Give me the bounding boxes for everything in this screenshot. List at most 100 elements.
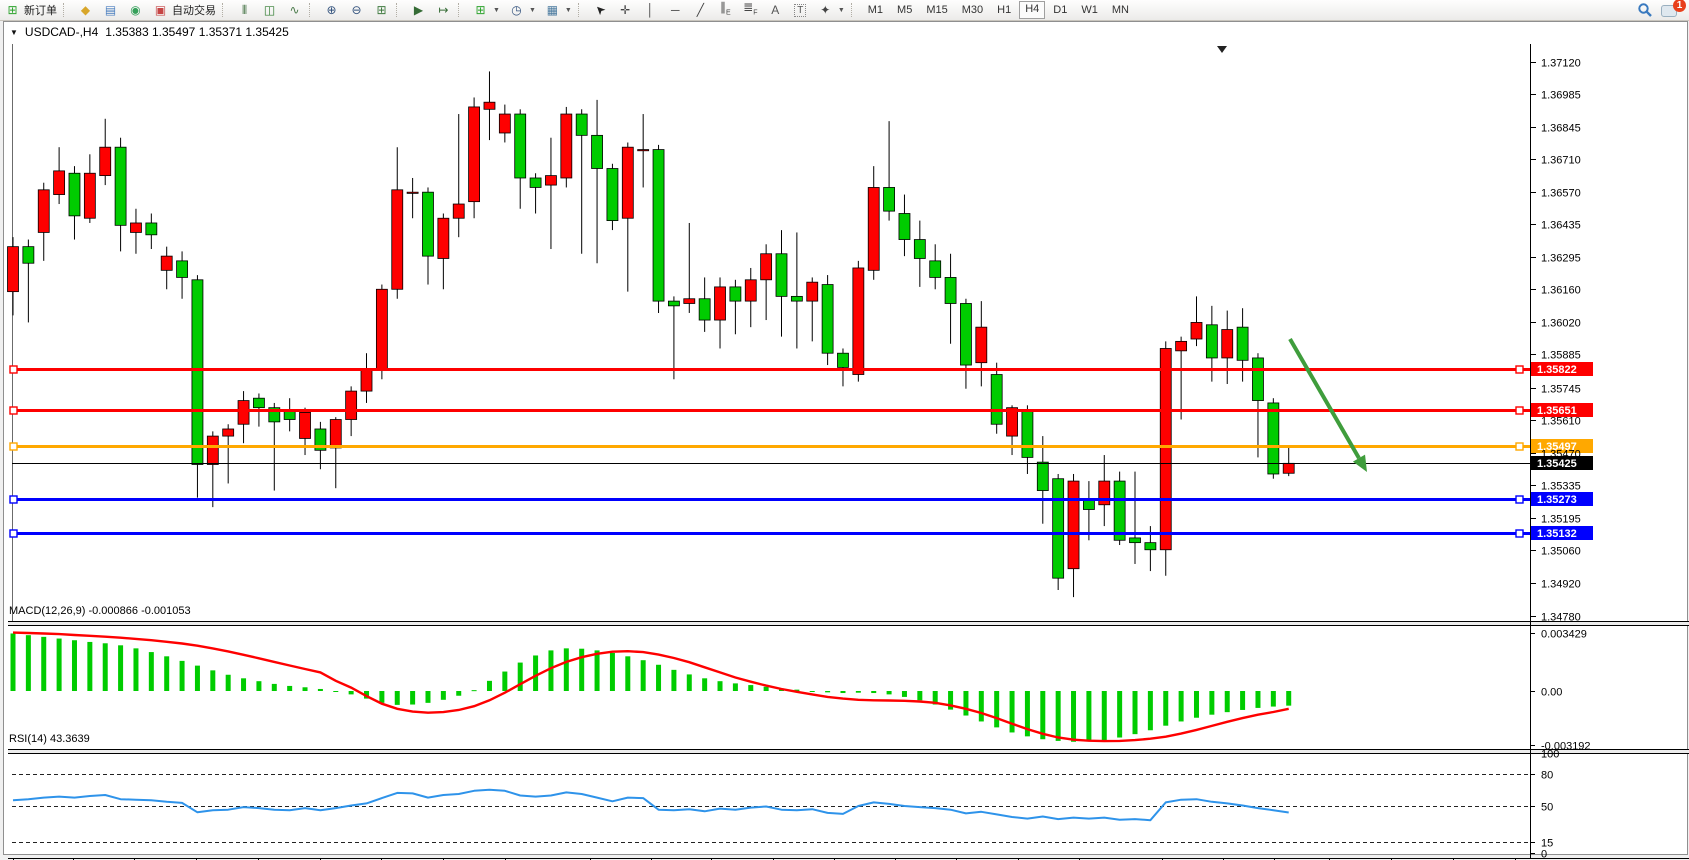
candle-up (161, 256, 172, 270)
candle-up (868, 187, 879, 270)
line-handle[interactable] (1516, 496, 1523, 503)
candle-up (1283, 463, 1294, 473)
timeframe-button-h4[interactable]: H4 (1019, 1, 1045, 19)
period-icon: ◷ (508, 2, 525, 18)
candle-up (469, 107, 480, 202)
macd-histogram-bar (994, 691, 999, 727)
channel-button[interactable]: ∥E (713, 1, 738, 19)
svg-text:1.36570: 1.36570 (1541, 188, 1581, 200)
line-handle[interactable] (10, 496, 17, 503)
line-handle[interactable] (1516, 366, 1523, 373)
candle-up (84, 173, 95, 218)
line-handle[interactable] (10, 443, 17, 450)
chevron-down-icon[interactable]: ▼ (10, 28, 18, 37)
history-center-button[interactable]: ◆ (73, 1, 98, 19)
timeframe-button-m1[interactable]: M1 (862, 2, 889, 18)
chat-icon[interactable]: 1 (1661, 3, 1679, 18)
zoom-in-button[interactable]: ⊕ (319, 1, 344, 19)
macd-histogram-bar (1071, 691, 1076, 742)
timeframe-button-h1[interactable]: H1 (991, 2, 1017, 18)
auto-scroll-icon: ↦ (435, 2, 452, 18)
macd-histogram-bar (671, 670, 676, 691)
crosshair-button[interactable]: ✛ (613, 1, 638, 19)
macd-signal-line (13, 633, 1289, 742)
line-handle[interactable] (1516, 443, 1523, 450)
line-handle[interactable] (10, 530, 17, 537)
period-button[interactable]: ◷▼ (504, 1, 540, 19)
text-label-button[interactable]: T (788, 1, 813, 19)
line-handle[interactable] (1516, 407, 1523, 414)
macd-histogram-bar (502, 672, 507, 691)
timeframe-button-m30[interactable]: M30 (956, 2, 989, 18)
bar-chart-icon: ⫴ (236, 2, 253, 18)
template-button[interactable]: ▦▼ (540, 1, 576, 19)
svg-text:1.35610: 1.35610 (1541, 416, 1581, 428)
tile-windows-button[interactable]: ⊞ (369, 1, 394, 19)
macd-histogram-bar (687, 674, 692, 691)
macd-histogram-bar (748, 685, 753, 691)
macd-histogram-bar (333, 691, 338, 692)
new-order-icon-label: 新订单 (24, 2, 57, 18)
auto-trading-button[interactable]: ▣自动交易 (148, 1, 220, 19)
macd-histogram-bar (518, 663, 523, 691)
candle-up (484, 102, 495, 109)
candle-down (1083, 500, 1094, 509)
candle-down (822, 285, 833, 354)
trend-arrow-annotation[interactable] (1290, 339, 1367, 472)
timeframe-button-m15[interactable]: M15 (920, 2, 953, 18)
macd-histogram-bar (871, 691, 876, 693)
search-icon[interactable] (1637, 2, 1653, 18)
macd-histogram-bar (210, 670, 215, 691)
text-button[interactable]: A (763, 1, 788, 19)
svg-text:1.36710: 1.36710 (1541, 155, 1581, 167)
svg-text:0.003429: 0.003429 (1541, 629, 1587, 641)
cursor-button[interactable]: ➤ (588, 1, 613, 19)
timeframe-button-d1[interactable]: D1 (1047, 2, 1073, 18)
candle-up (407, 192, 418, 193)
candle-up (361, 370, 372, 391)
macd-histogram-bar (641, 660, 646, 691)
line-handle[interactable] (1516, 530, 1523, 537)
horizontal-line-button[interactable]: ─ (663, 1, 688, 19)
shapes-button[interactable]: ✦▼ (813, 1, 849, 19)
svg-text:1.36435: 1.36435 (1541, 220, 1581, 232)
candle-up (853, 268, 864, 375)
candle-up (207, 436, 218, 464)
line-chart-icon: ∿ (286, 2, 303, 18)
timeframe-button-m5[interactable]: M5 (891, 2, 918, 18)
market-watch-button[interactable]: ▤ (98, 1, 123, 19)
macd-histogram-bar (533, 655, 538, 691)
toolbar-separator (63, 3, 71, 17)
candle-down (653, 150, 664, 302)
candle-down (899, 213, 910, 239)
auto-scroll-button[interactable]: ↦ (431, 1, 456, 19)
svg-text:1.35195: 1.35195 (1541, 514, 1581, 526)
candle-chart-button[interactable]: ◫ (257, 1, 282, 19)
bar-chart-button[interactable]: ⫴ (232, 1, 257, 19)
candle-down (1037, 462, 1048, 490)
fibonacci-button[interactable]: ≣F (738, 1, 763, 19)
timeframe-button-w1[interactable]: W1 (1075, 2, 1104, 18)
macd-histogram-bar (1271, 691, 1276, 707)
new-order-button[interactable]: ⊞新订单 (0, 1, 61, 19)
cursor-icon: ➤ (592, 2, 609, 18)
vertical-line-button[interactable]: │ (638, 1, 663, 19)
line-chart-button[interactable]: ∿ (282, 1, 307, 19)
svg-text:0: 0 (1541, 849, 1547, 860)
new-chart-button[interactable]: ⊞▼ (468, 1, 504, 19)
svg-text:100: 100 (1541, 749, 1559, 761)
line-handle[interactable] (10, 366, 17, 373)
macd-histogram-bar (164, 656, 169, 691)
macd-histogram-bar (764, 687, 769, 691)
chart-canvas[interactable]: 1.358221.356511.354971.354251.352731.351… (4, 22, 1689, 860)
signals-button[interactable]: ◉ (123, 1, 148, 19)
line-handle[interactable] (10, 407, 17, 414)
chart-shift-button[interactable]: ▶ (406, 1, 431, 19)
macd-histogram-bar (548, 650, 553, 691)
zoom-out-button[interactable]: ⊖ (344, 1, 369, 19)
candle-up (715, 287, 726, 320)
svg-text:1.35335: 1.35335 (1541, 481, 1581, 493)
timeframe-button-mn[interactable]: MN (1106, 2, 1135, 18)
trendline-button[interactable]: ╱ (688, 1, 713, 19)
